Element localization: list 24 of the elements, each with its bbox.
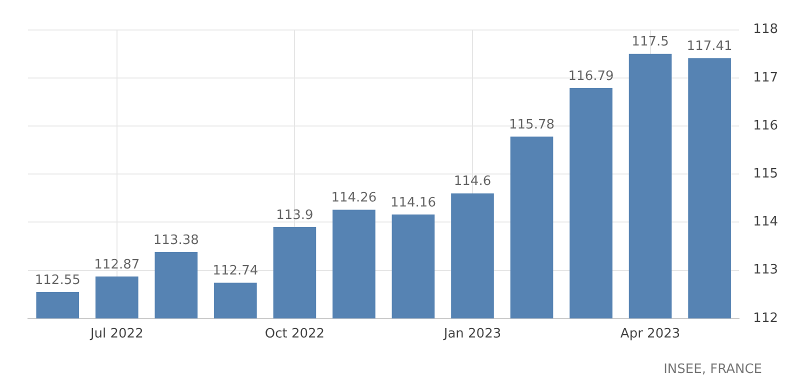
data-label: 112.55: [34, 272, 80, 288]
y-tick-label: 115: [753, 166, 778, 182]
y-tick-label: 116: [753, 118, 778, 134]
data-label: 113.9: [276, 208, 314, 223]
text: INSEE, FRANCE: [664, 362, 762, 377]
x-tick-label: Jan 2023: [442, 326, 502, 342]
data-label: 117.5: [632, 34, 669, 50]
x-tick-label: Apr 2023: [620, 326, 680, 342]
y-tick-label: 118: [753, 22, 778, 38]
x-tick-label: Jul 2022: [89, 326, 144, 342]
data-label: 114.16: [390, 195, 436, 210]
data-label: 113.38: [153, 232, 199, 248]
data-label: 114.26: [331, 190, 377, 206]
data-label: 114.6: [454, 174, 492, 190]
y-tick-label: 113: [753, 262, 778, 278]
data-label: 112.74: [212, 264, 258, 279]
data-label: 116.79: [568, 68, 614, 84]
y-tick-label: 114: [753, 214, 778, 230]
data-label: 117.41: [686, 39, 732, 54]
y-tick-label: 112: [753, 310, 778, 326]
data-label: 112.87: [94, 257, 140, 272]
x-tick-label: Oct 2022: [264, 326, 325, 342]
y-tick-label: 117: [753, 70, 778, 86]
data-label: 115.78: [509, 117, 555, 132]
